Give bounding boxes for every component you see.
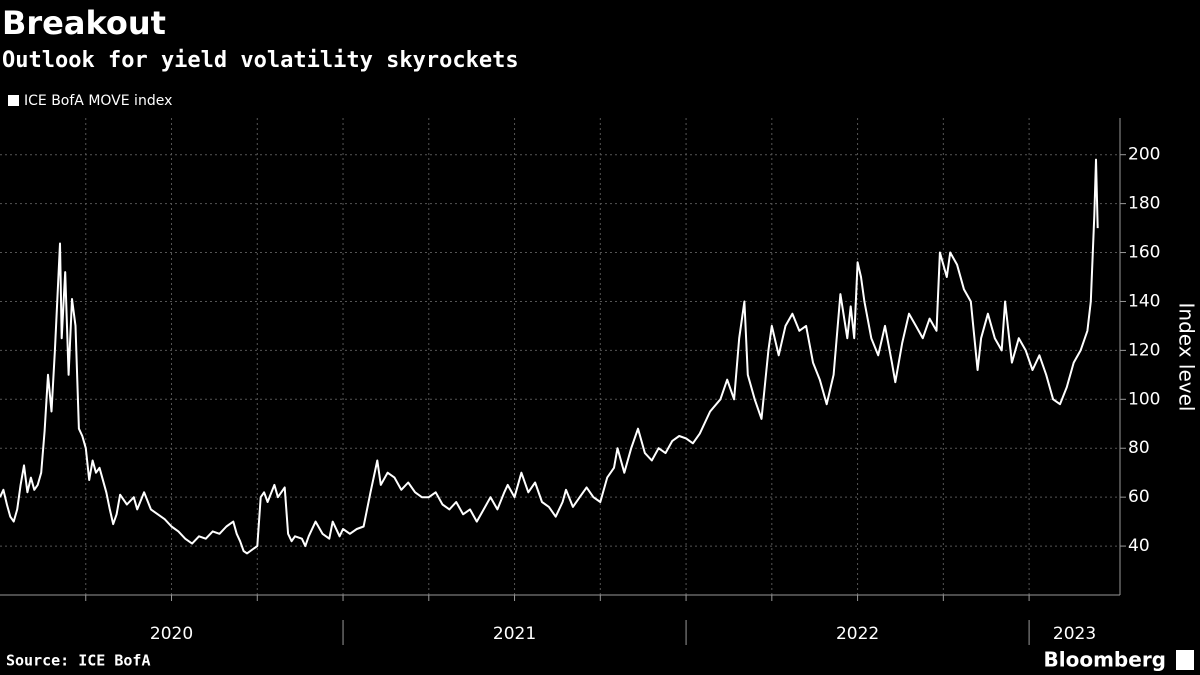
line xyxy=(0,158,1099,555)
y-tick-label: 200 xyxy=(1128,145,1160,165)
legend-swatch xyxy=(8,95,19,106)
chart-subtitle: Outlook for yield volatility skyrockets xyxy=(2,48,519,73)
y-tick-label: 160 xyxy=(1128,243,1160,263)
x-tick-label: 2021 xyxy=(493,624,536,644)
y-tick-label: 140 xyxy=(1128,291,1160,311)
y-tick-label: 100 xyxy=(1128,389,1160,409)
source: Source: ICE BofA xyxy=(6,652,151,670)
brand: Bloomberg xyxy=(1044,648,1166,672)
y-tick-label: 60 xyxy=(1128,487,1150,507)
x-tick-label: 2022 xyxy=(836,624,879,644)
y-tick-label: 80 xyxy=(1128,438,1150,458)
x-tick-label: 2023 xyxy=(1053,624,1096,644)
y-tick-label: 120 xyxy=(1128,340,1160,360)
brand-icon xyxy=(1176,650,1194,670)
chart-title: Breakout xyxy=(2,4,166,42)
y-tick-label: 40 xyxy=(1128,536,1150,556)
legend-label: ICE BofA MOVE index xyxy=(24,93,172,109)
y-axis-label: Index level xyxy=(1175,303,1199,412)
x-tick-label: 2020 xyxy=(150,624,193,644)
y-tick-label: 180 xyxy=(1128,194,1160,214)
